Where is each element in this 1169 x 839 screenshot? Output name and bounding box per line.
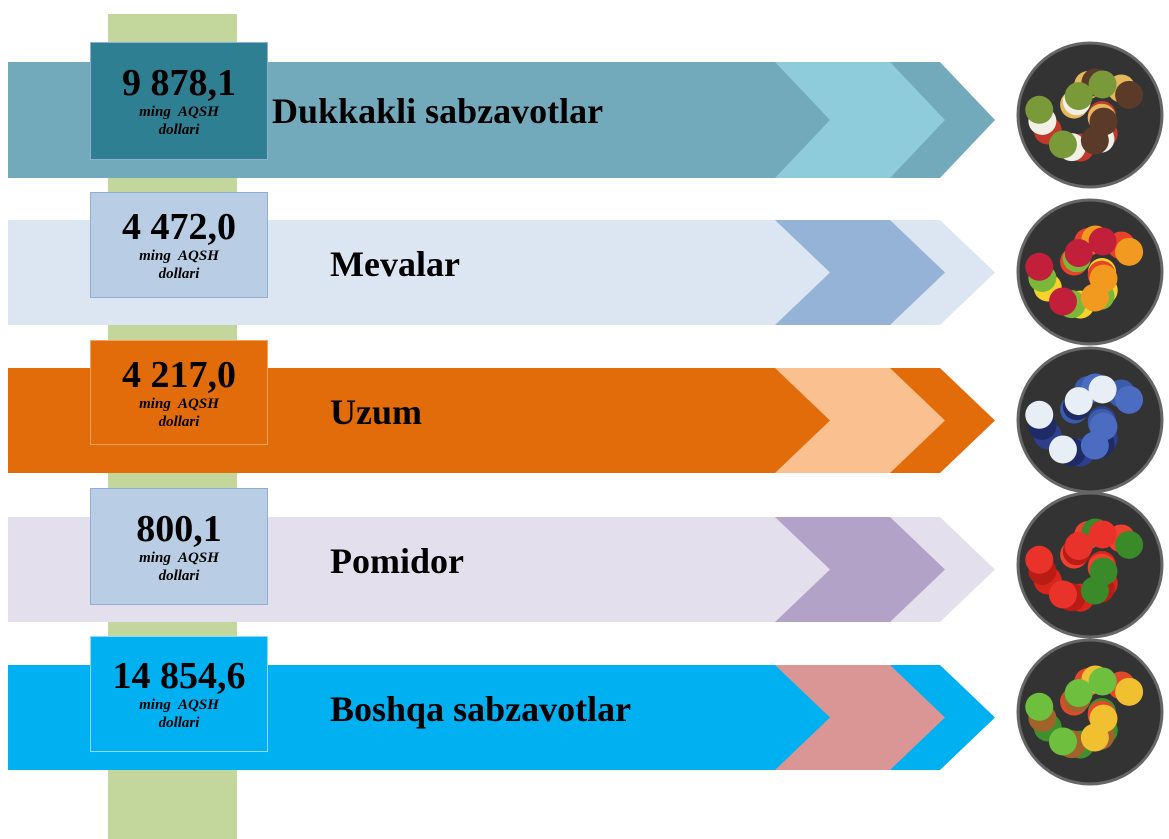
value: 4 217,0 (122, 353, 236, 396)
photo-detail (1025, 400, 1054, 429)
photo-detail (1088, 520, 1117, 549)
category-label: Mevalar (330, 243, 460, 284)
photo-detail (1088, 227, 1117, 256)
photo-detail (1080, 126, 1109, 155)
category-label: Dukkakli sabzavotlar (272, 91, 604, 131)
photo-detail (1115, 80, 1144, 109)
photo-detail (1088, 70, 1117, 99)
photo-detail (1048, 727, 1077, 756)
photo-detail (1048, 435, 1077, 464)
photo-detail (1115, 677, 1144, 706)
chevron (775, 368, 945, 473)
photo-detail (1080, 723, 1109, 752)
value: 4 472,0 (122, 206, 236, 248)
photo-detail (1025, 692, 1054, 721)
category-label: Boshqa sabzavotlar (330, 688, 632, 729)
chevron (775, 517, 945, 622)
value: 14 854,6 (112, 655, 246, 697)
photo-detail (1025, 252, 1054, 281)
photo-detail (1025, 545, 1054, 574)
photo-detail (1115, 530, 1144, 559)
value-box: 4 472,0 ming AQSH dollari (90, 192, 268, 298)
unit: ming AQSH dollari (139, 395, 219, 430)
photo-detail (1080, 431, 1109, 460)
unit: ming AQSH dollari (139, 248, 219, 282)
value-box: 800,1 ming AQSH dollari (90, 488, 268, 605)
photo-detail (1080, 283, 1109, 312)
photo-detail (1088, 667, 1117, 696)
photo-detail (1088, 375, 1117, 404)
category-label: Uzum (330, 391, 422, 432)
photo-detail (1048, 287, 1077, 316)
value: 800,1 (136, 507, 222, 550)
unit: ming AQSH dollari (139, 104, 219, 138)
photo-detail (1115, 237, 1144, 266)
chevron (775, 665, 945, 770)
photo-detail (1064, 387, 1093, 416)
value: 9 878,1 (122, 62, 236, 104)
value-box: 14 854,6 ming AQSH dollari (90, 636, 268, 752)
chevron (775, 62, 945, 178)
photo-detail (1048, 130, 1077, 159)
unit: ming AQSH dollari (139, 549, 219, 584)
photo-detail (1064, 82, 1093, 111)
photo-detail (1025, 95, 1054, 124)
photo-detail (1080, 576, 1109, 605)
category-label: Pomidor (330, 540, 464, 581)
unit: ming AQSH dollari (139, 697, 219, 731)
photo-detail (1115, 385, 1144, 414)
photo-detail (1064, 239, 1093, 268)
photo-detail (1064, 679, 1093, 708)
photo-detail (1064, 532, 1093, 561)
value-box: 9 878,1 ming AQSH dollari (90, 42, 268, 160)
photo-detail (1048, 580, 1077, 609)
chevron (775, 220, 945, 325)
value-box: 4 217,0 ming AQSH dollari (90, 340, 268, 445)
